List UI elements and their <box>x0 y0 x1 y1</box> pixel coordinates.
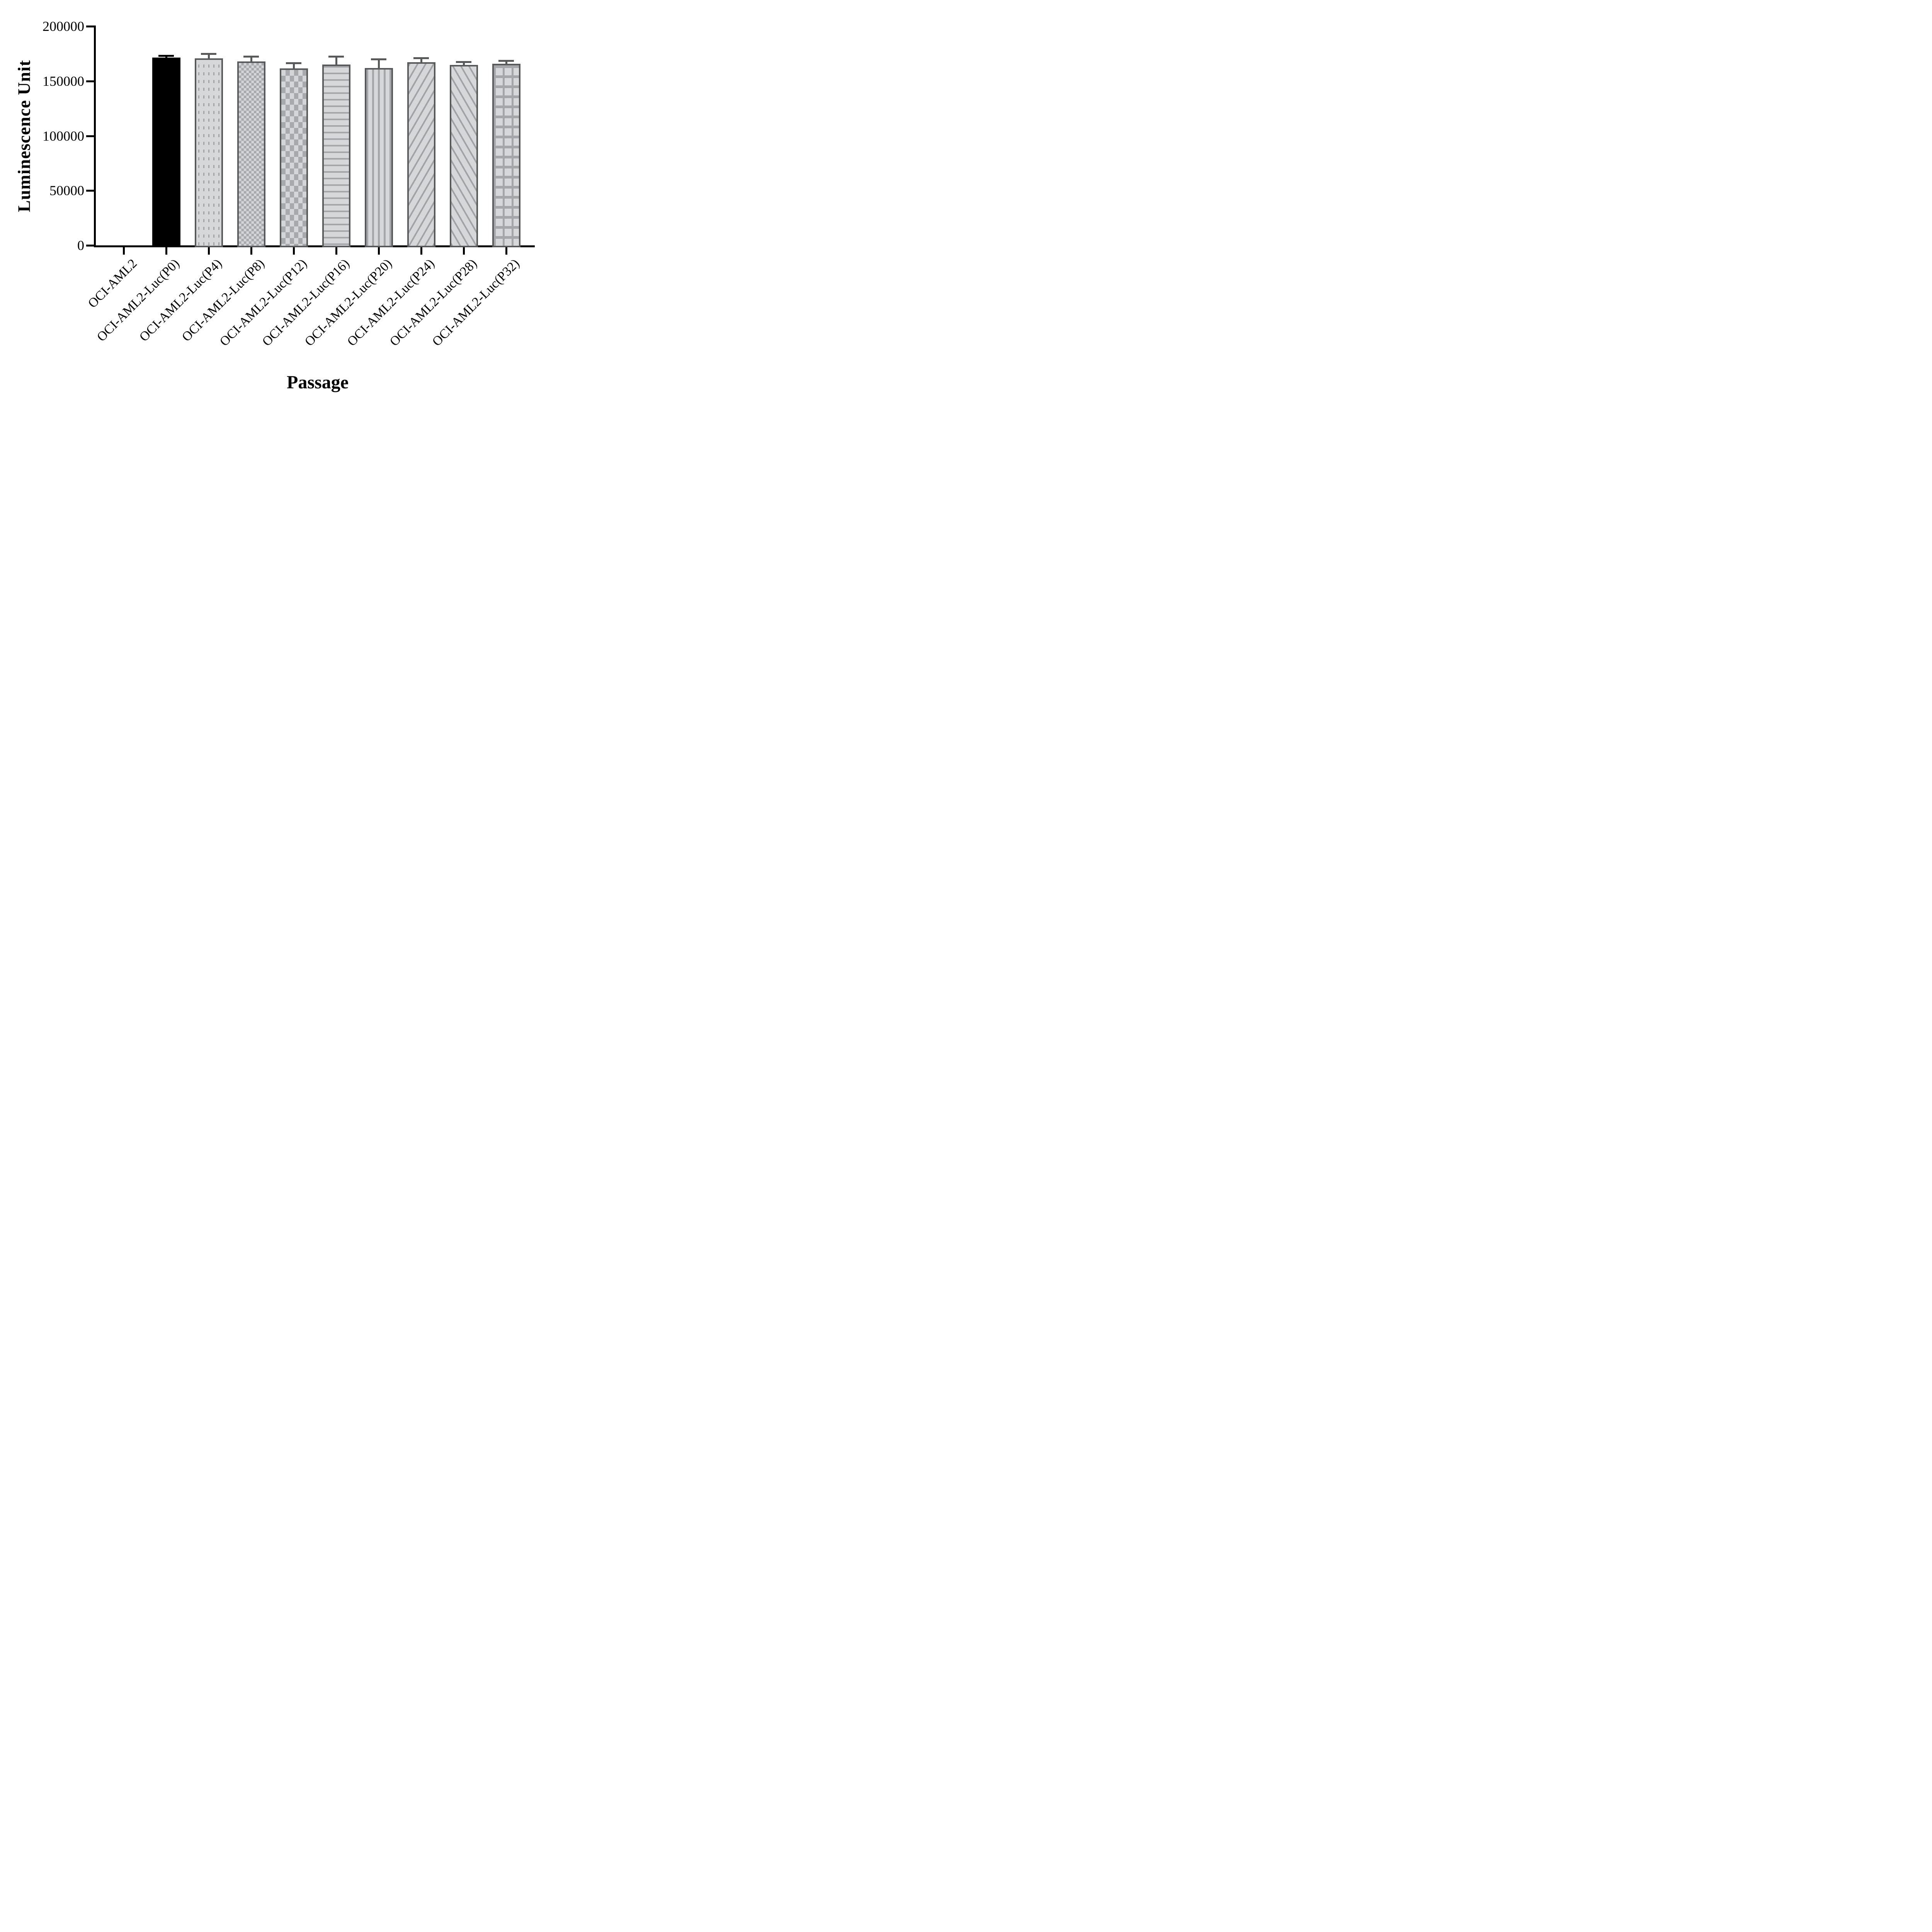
error-bar-cap <box>243 55 259 58</box>
bar-OCI-AML2-Luc(P16) <box>322 64 350 247</box>
x-tick-label: OCI-AML2-Luc(P8) <box>179 256 267 345</box>
x-axis-line <box>94 245 535 247</box>
x-tick <box>378 247 380 255</box>
bar-OCI-AML2-Luc(P32) <box>492 64 520 247</box>
bar-OCI-AML2-Luc(P8) <box>237 61 265 247</box>
x-tick <box>420 247 422 255</box>
y-axis-line <box>94 26 96 247</box>
bar-OCI-AML2-Luc(P4) <box>194 58 223 247</box>
error-bar-stem <box>250 57 252 63</box>
y-tick <box>86 245 94 247</box>
error-bar-cap <box>456 61 471 63</box>
x-tick-label: OCI-AML2-Luc(P32) <box>429 256 522 349</box>
x-tick-label: OCI-AML2-Luc(P0) <box>94 256 182 345</box>
y-tick <box>86 26 94 27</box>
y-tick <box>86 80 94 82</box>
error-bar-cap <box>328 55 344 58</box>
y-tick-label: 100000 <box>43 128 84 144</box>
x-tick-label: OCI-AML2-Luc(P4) <box>136 256 225 345</box>
error-bar-stem <box>293 64 295 70</box>
x-tick <box>165 247 167 255</box>
bar-OCI-AML2-Luc(P0) <box>152 58 180 247</box>
error-bar-stem <box>505 62 507 66</box>
y-tick <box>86 190 94 192</box>
error-bar-cap <box>498 60 514 62</box>
error-bar-cap <box>201 53 216 55</box>
error-bar-stem <box>335 57 337 66</box>
bar-OCI-AML2-Luc(P12) <box>279 68 308 247</box>
y-tick-label: 50000 <box>49 183 84 199</box>
x-tick <box>208 247 210 255</box>
x-tick <box>123 247 125 255</box>
y-tick <box>86 135 94 137</box>
error-bar-cap <box>413 57 429 60</box>
error-bar-stem <box>463 63 465 66</box>
y-tick-label: 150000 <box>43 73 84 89</box>
x-tick <box>250 247 252 255</box>
error-bar-stem <box>208 55 210 60</box>
x-tick <box>463 247 465 255</box>
error-bar-cap <box>158 54 174 57</box>
y-tick-label: 0 <box>77 238 84 253</box>
bar-OCI-AML2-Luc(P24) <box>407 62 435 247</box>
plot-area: 0 50000 100000 150000 200000 OCI-AML2 OCI-AML2… <box>0 0 569 404</box>
bar-OCI-AML2-Luc(P28) <box>449 65 478 247</box>
error-bar-cap <box>286 62 301 64</box>
x-tick <box>335 247 337 255</box>
y-tick-label: 200000 <box>43 19 84 34</box>
error-bar-stem <box>378 60 380 70</box>
x-tick <box>505 247 507 255</box>
x-tick <box>293 247 295 255</box>
error-bar-stem <box>420 59 422 64</box>
error-bar-cap <box>371 58 386 61</box>
bar-chart-figure: Luminescence Unit Passage 0 50000 100000 15… <box>0 0 569 404</box>
bar-OCI-AML2-Luc(P20) <box>364 68 393 247</box>
x-axis-title: Passage <box>287 372 349 393</box>
